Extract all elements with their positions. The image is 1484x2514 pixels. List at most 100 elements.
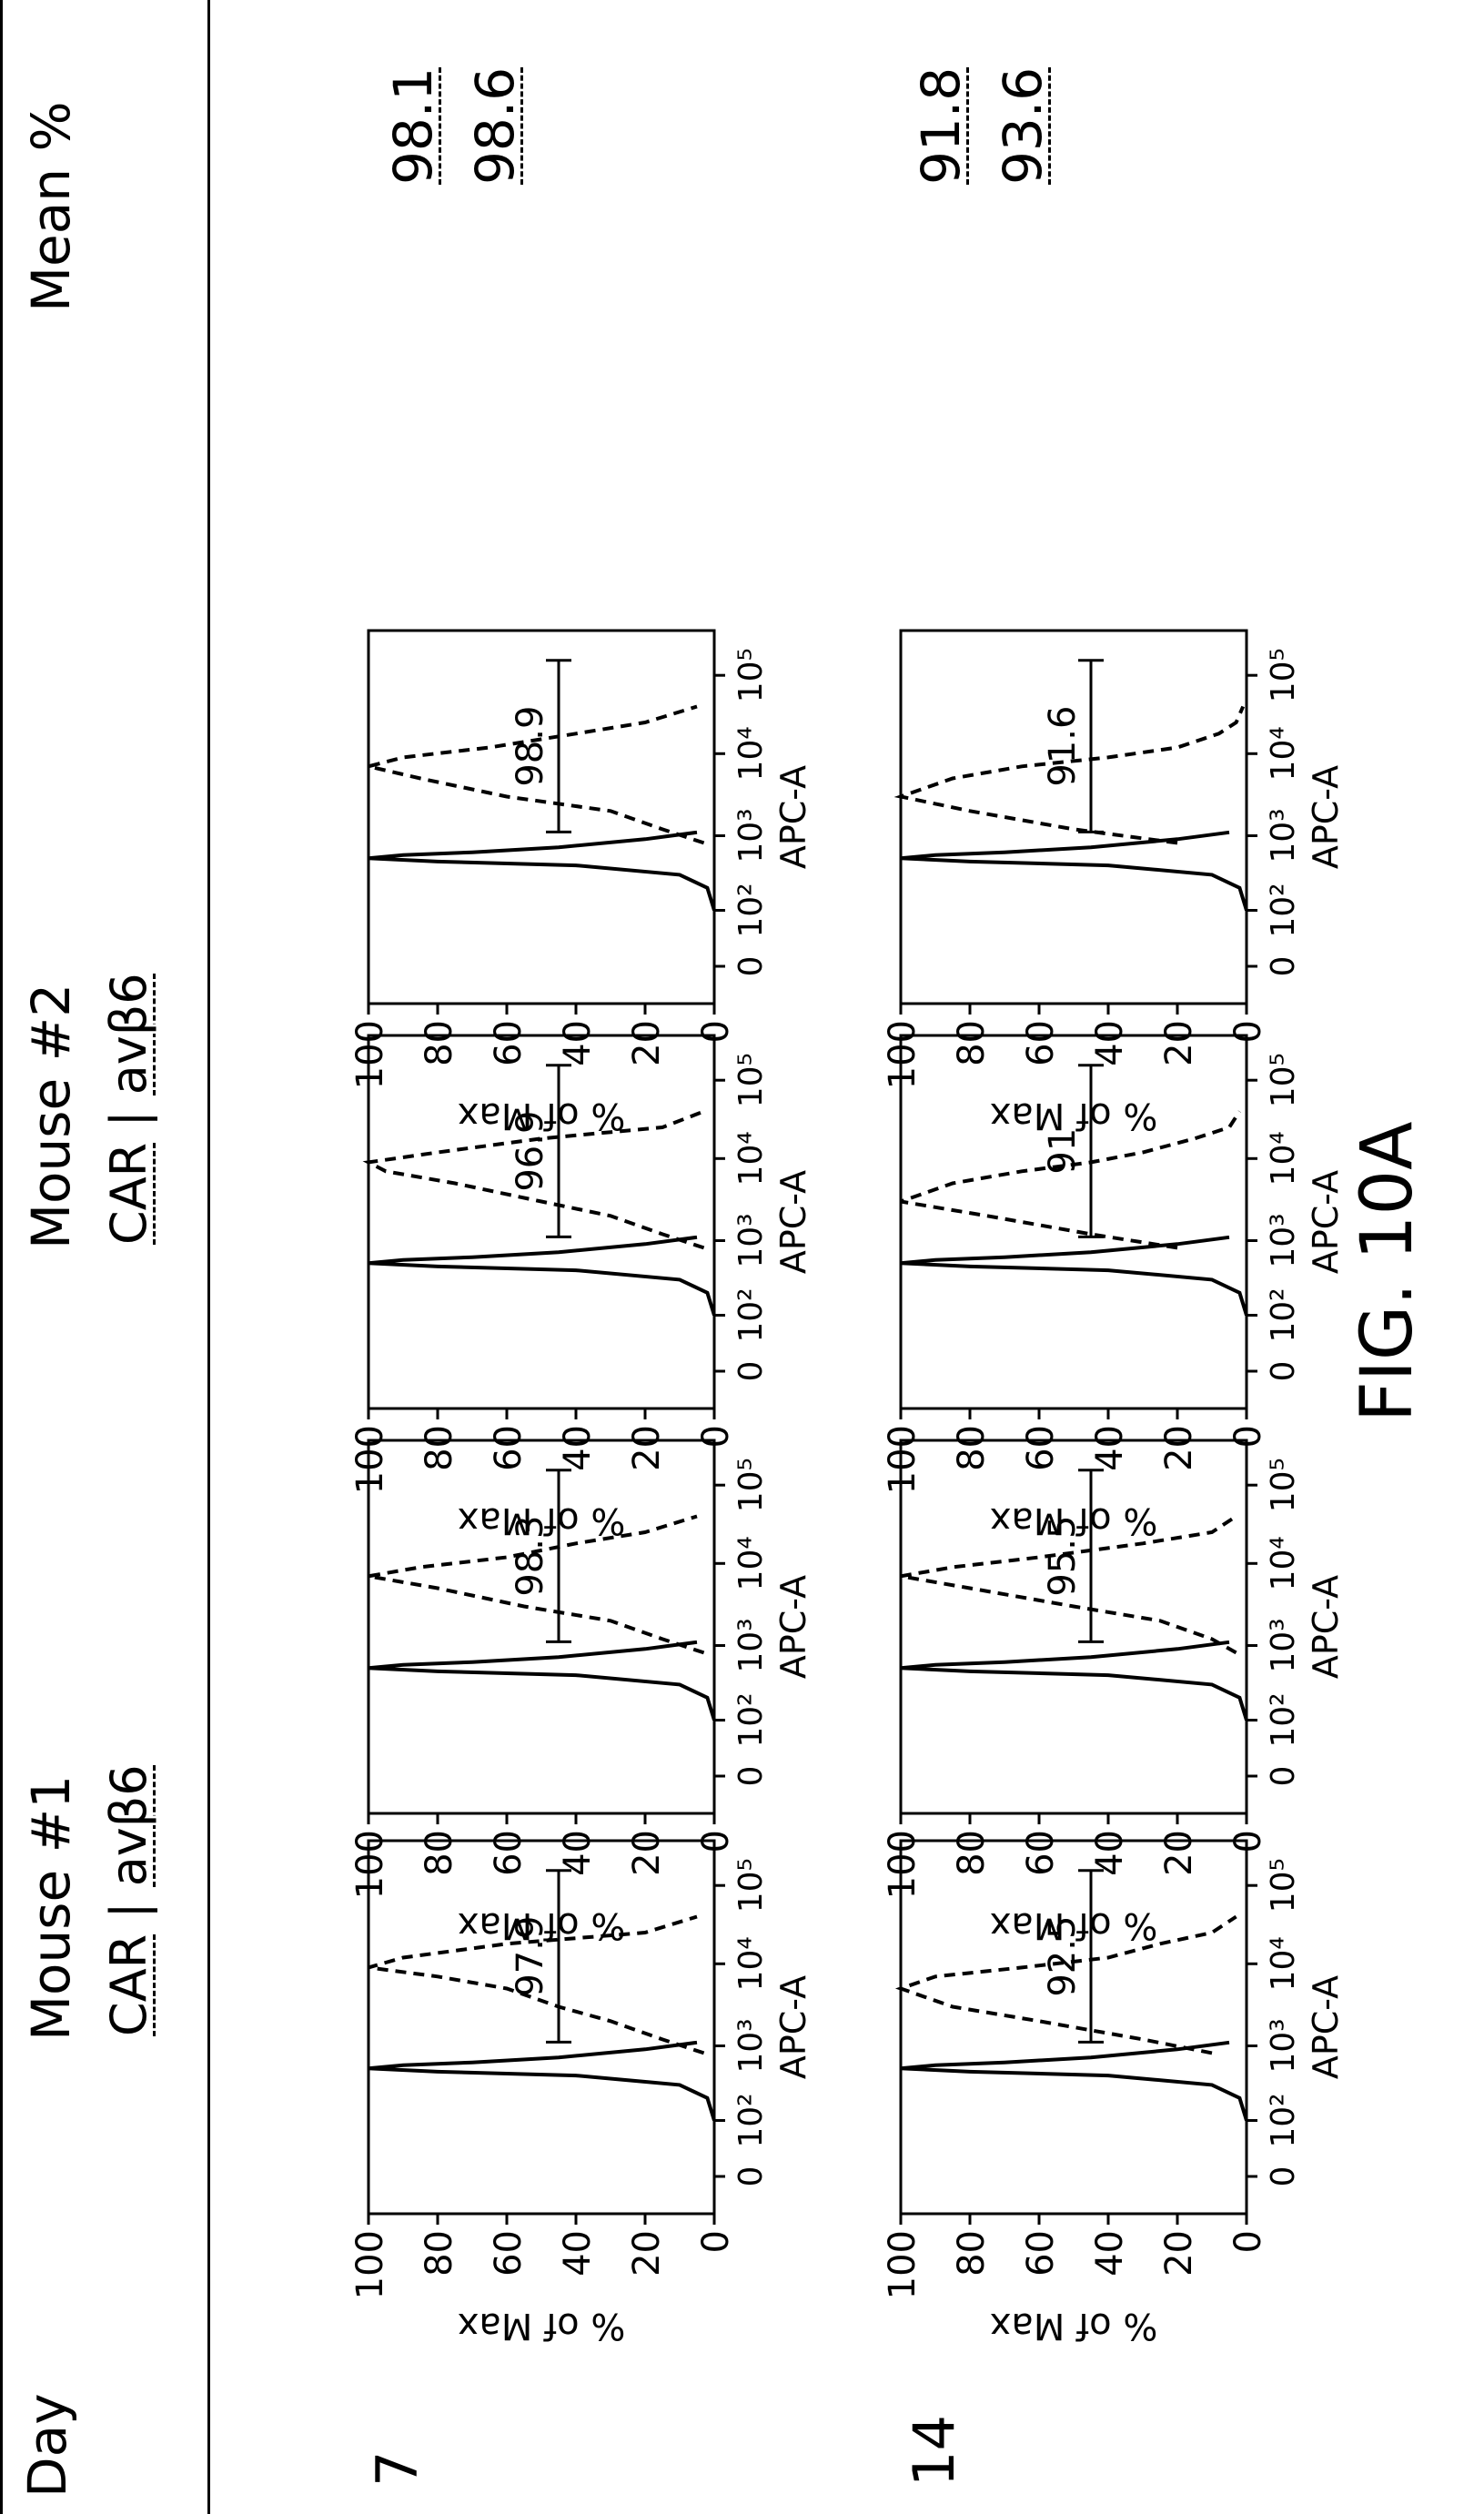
y-tick-label: 80 xyxy=(419,1425,460,1471)
x-tick-label: 0 xyxy=(732,1361,770,1382)
y-axis-label: % of Max xyxy=(990,1499,1158,1541)
gate-percentage-label: 91 xyxy=(1042,1128,1084,1175)
x-tick-label: 10⁴ xyxy=(1265,1131,1302,1186)
x-tick-label: 10⁴ xyxy=(732,1131,770,1186)
y-tick-label: 60 xyxy=(488,1425,530,1471)
histogram-panel: 0 20 40 60 80 100 % of Max 0 10² 10³ 10⁴ 10⁵ APC-A 91… xyxy=(882,629,1346,1136)
y-tick-label: 0 xyxy=(1227,1020,1269,1043)
x-tick-label: 10⁴ xyxy=(732,1936,770,1991)
mean-day7-avb6: 98.6 xyxy=(464,66,526,185)
legend-avb6-label: avβ6 xyxy=(100,1764,157,1887)
y-tick-label: 40 xyxy=(1089,1425,1131,1471)
y-tick-label: 60 xyxy=(1020,1425,1062,1471)
mean-header: Mean % xyxy=(20,101,82,312)
gate-percentage-label: 98.3 xyxy=(510,1516,551,1597)
day-14-label: 14 xyxy=(901,2415,967,2487)
y-axis-label: % of Max xyxy=(990,2305,1158,2347)
plot-frame xyxy=(899,1034,1248,1410)
y-tick-label: 100 xyxy=(349,1425,391,1494)
x-tick-label: 10² xyxy=(732,1692,770,1747)
histogram-panel: 0 20 40 60 80 100 % of Max 0 10² 10³ 10⁴ 10⁵ APC-A 92… xyxy=(882,1839,1346,2347)
x-tick-label: 10³ xyxy=(732,2018,770,2073)
x-tick-label: 0 xyxy=(1265,1766,1302,1787)
avb6-histogram-line xyxy=(894,1914,1237,2055)
y-tick-label: 60 xyxy=(488,1020,530,1066)
y-axis-label: % of Max xyxy=(990,1904,1158,1946)
plot-frame xyxy=(367,1439,716,1815)
plot-frame xyxy=(367,1034,716,1410)
car-histogram-line xyxy=(900,1640,1248,1721)
y-tick-label: 100 xyxy=(349,2230,391,2299)
plot-frame xyxy=(899,1839,1248,2216)
legend-mouse1: CAR | avβ6 xyxy=(100,1764,157,2036)
y-tick-label: 40 xyxy=(1089,1830,1131,1876)
x-tick-label: 10² xyxy=(1265,2093,1302,2147)
car-histogram-line xyxy=(900,1235,1248,1317)
y-tick-label: 20 xyxy=(626,2230,668,2277)
y-tick-label: 80 xyxy=(419,1830,460,1876)
y-tick-label: 80 xyxy=(419,2230,460,2277)
x-tick-label: 10³ xyxy=(732,1213,770,1267)
legend-car-label: CAR xyxy=(100,1933,157,2036)
y-axis-label: % of Max xyxy=(458,1499,626,1541)
legend-mouse2: CAR | avβ6 xyxy=(100,973,157,1245)
y-tick-label: 80 xyxy=(951,1830,993,1876)
x-tick-label: 10⁵ xyxy=(732,1858,770,1913)
y-tick-label: 0 xyxy=(695,1425,737,1448)
y-tick-label: 20 xyxy=(626,1020,668,1066)
y-tick-label: 60 xyxy=(1020,1830,1062,1876)
figure-label: FIG. 10A xyxy=(1347,1121,1428,1422)
y-tick-label: 100 xyxy=(882,1830,924,1899)
x-tick-label: 0 xyxy=(732,1766,770,1787)
mean-day14-avb6: 93.6 xyxy=(992,66,1054,185)
avb6-histogram-line xyxy=(900,1514,1237,1655)
y-tick-label: 0 xyxy=(695,1020,737,1043)
y-tick-label: 80 xyxy=(419,1020,460,1066)
x-tick-label: 10² xyxy=(732,2093,770,2147)
y-tick-label: 60 xyxy=(1020,1020,1062,1066)
histogram-panel: 0 20 40 60 80 100 % of Max 0 10² 10³ 10⁴ 10⁵ APC-A 96… xyxy=(349,1034,813,1541)
mean-day7-car: 98.1 xyxy=(382,66,444,185)
histogram-panel: 0 20 40 60 80 100 % of Max 0 10² 10³ 10⁴ 10⁵ APC-A 98… xyxy=(349,629,813,1136)
gate-percentage-label: 97.9 xyxy=(510,1916,551,1997)
histogram-panel: 0 20 40 60 80 100 % of Max 0 10² 10³ 10⁴ 10⁵ APC-A 97… xyxy=(349,1839,813,2347)
legend-avb6-label: avβ6 xyxy=(100,973,157,1095)
y-tick-label: 100 xyxy=(882,2230,924,2299)
x-tick-label: 10⁵ xyxy=(732,1053,770,1107)
y-tick-label: 20 xyxy=(1158,2230,1200,2277)
legend-separator: | xyxy=(100,1110,157,1127)
x-tick-label: 10² xyxy=(1265,883,1302,937)
y-tick-label: 60 xyxy=(488,1830,530,1876)
x-tick-label: 10⁴ xyxy=(1265,1536,1302,1590)
x-tick-label: 10³ xyxy=(732,1618,770,1672)
x-tick-label: 10⁴ xyxy=(1265,1936,1302,1991)
day-header: Day xyxy=(16,2393,78,2498)
legend-separator: | xyxy=(100,1902,157,1919)
mouse2-header: Mouse #2 xyxy=(20,983,82,1249)
y-axis-label: % of Max xyxy=(458,2305,626,2347)
y-tick-label: 100 xyxy=(349,1830,391,1899)
y-axis-label: % of Max xyxy=(990,1095,1158,1136)
y-tick-label: 80 xyxy=(951,1020,993,1066)
x-tick-label: 10³ xyxy=(1265,1213,1302,1267)
x-tick-label: 0 xyxy=(1265,2166,1302,2187)
header-rule xyxy=(207,0,210,2514)
y-tick-label: 80 xyxy=(951,2230,993,2277)
y-tick-label: 20 xyxy=(626,1830,668,1876)
car-histogram-line xyxy=(368,1235,716,1317)
y-tick-label: 0 xyxy=(695,1830,737,1853)
x-tick-label: 0 xyxy=(1265,1361,1302,1382)
day-7-label: 7 xyxy=(364,2450,430,2487)
avb6-histogram-line xyxy=(362,1109,705,1250)
gate-percentage-label: 91.6 xyxy=(1042,706,1084,787)
y-tick-label: 100 xyxy=(882,1425,924,1494)
avb6-histogram-line xyxy=(368,1914,705,2055)
plot-frame xyxy=(899,629,1248,1005)
x-axis-label: APC-A xyxy=(773,1975,813,2079)
y-tick-label: 60 xyxy=(1020,2230,1062,2277)
avb6-histogram-line xyxy=(893,705,1246,845)
y-tick-label: 40 xyxy=(557,1830,599,1876)
y-tick-label: 40 xyxy=(1089,2230,1131,2277)
gate-percentage-label: 95.5 xyxy=(1042,1516,1084,1597)
